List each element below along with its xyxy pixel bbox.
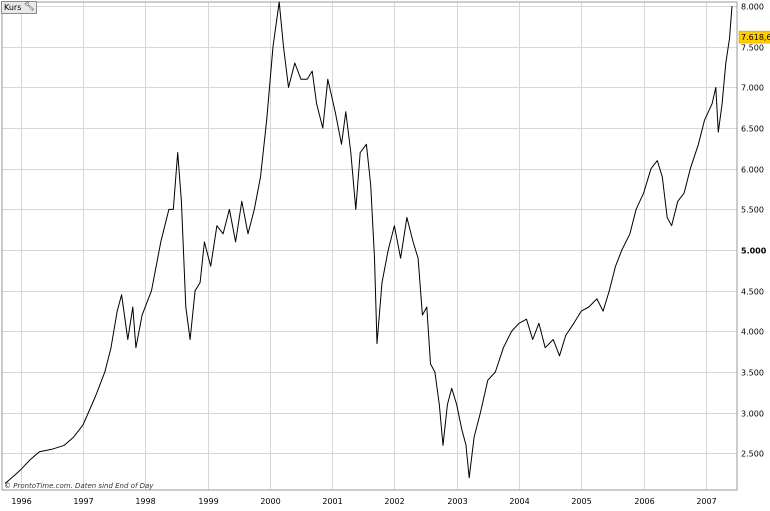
price-line <box>4 1 733 484</box>
grid <box>2 2 737 490</box>
last-value-label: 7.618,61 <box>741 33 770 42</box>
x-tick-label: 2002 <box>384 497 404 506</box>
y-tick-label: 6.000 <box>741 166 764 175</box>
y-tick-label: 2.500 <box>741 450 764 459</box>
x-tick-label: 1996 <box>11 497 31 506</box>
y-tick-label: 6.500 <box>741 125 764 134</box>
x-tick-label: 2003 <box>447 497 467 506</box>
y-tick-label: 5.500 <box>741 206 764 215</box>
x-tick-label: 2005 <box>571 497 591 506</box>
series-layer <box>4 1 733 484</box>
copyright-text: © ProntoTime.com. Daten sind End of Day <box>4 482 154 490</box>
x-tick-label: 1998 <box>135 497 155 506</box>
y-axis: 2.500 3.000 3.500 4.000 4.500 5.000 5.500 6.000… <box>741 3 767 459</box>
x-tick-label: 2004 <box>509 497 529 506</box>
last-value-box <box>738 30 770 44</box>
last-value-marker: 7.618,61 <box>738 30 770 44</box>
y-tick-label: 8.000 <box>741 3 764 12</box>
y-tick-label: 7.500 <box>741 44 764 53</box>
x-tick-label: 2007 <box>696 497 716 506</box>
y-tick-label: 5.000 <box>741 247 767 256</box>
series-tab[interactable]: Kurs 🔧︎ <box>1 1 37 14</box>
x-tick-label: 2001 <box>322 497 342 506</box>
x-tick-label: 1997 <box>73 497 93 506</box>
y-tick-label: 4.500 <box>741 288 764 297</box>
y-tick-label: 4.000 <box>741 328 764 337</box>
series-tab-label: Kurs <box>4 3 22 12</box>
wrench-icon[interactable]: 🔧︎ <box>23 2 35 12</box>
y-tick-label: 3.500 <box>741 369 764 378</box>
x-tick-label: 1999 <box>198 497 218 506</box>
plot-frame <box>1 1 738 491</box>
x-tick-label: 2000 <box>260 497 280 506</box>
y-tick-label: 3.000 <box>741 410 764 419</box>
x-axis: 1996 1997 1998 1999 2000 2001 2002 2003 2004 2005… <box>11 497 716 506</box>
y-tick-label: 7.000 <box>741 84 764 93</box>
x-tick-label: 2006 <box>634 497 654 506</box>
